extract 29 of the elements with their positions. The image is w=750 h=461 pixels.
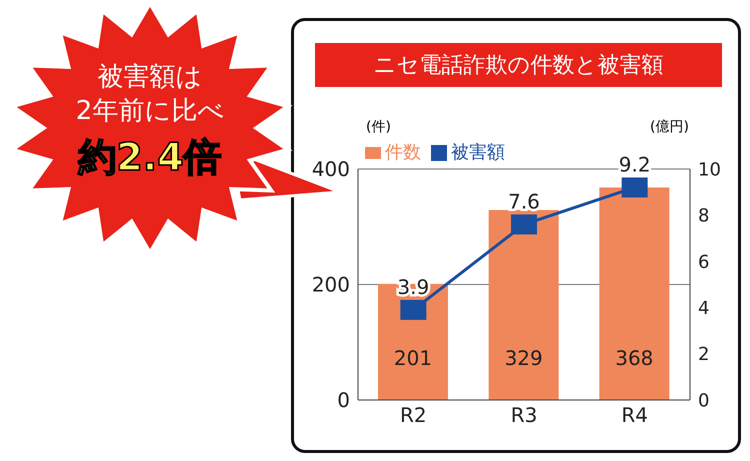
text: 被害額は: [96, 61, 204, 94]
point: [400, 300, 426, 320]
y2-tick-label: 0: [698, 390, 710, 412]
data-label: 7.6: [508, 189, 540, 214]
data-label: 329: [504, 346, 543, 370]
y2-tick-label: 10: [698, 159, 721, 180]
legend-label: 被害額: [451, 142, 505, 163]
data-label: 368: [615, 346, 654, 370]
y2-tick-label: 6: [698, 252, 710, 273]
point: [511, 214, 537, 234]
text: 約2.4倍: [77, 134, 223, 181]
bar: [599, 187, 670, 400]
chart-title: ニセ電話詐欺の件数と被害額: [315, 43, 722, 87]
y-tick-label: 200: [312, 272, 350, 297]
legend-label: 件数: [385, 142, 421, 163]
y2-axis-title: (億円): [650, 118, 689, 136]
y2-tick-label: 8: [698, 206, 710, 227]
bar: [488, 210, 559, 400]
x-tick-label: R2: [400, 403, 427, 428]
data-label: 201: [394, 346, 432, 370]
text: 2年前に比べ: [74, 95, 226, 128]
y-tick-label: 0: [337, 388, 350, 412]
y-tick-label: 400: [312, 157, 350, 182]
x-tick-label: R3: [510, 403, 538, 428]
y2-tick-label: 4: [698, 298, 710, 319]
y-axis-title: (件): [366, 118, 391, 136]
y2-tick-label: 2: [698, 344, 710, 366]
x-tick-label: R4: [621, 403, 648, 428]
point: [622, 177, 648, 198]
